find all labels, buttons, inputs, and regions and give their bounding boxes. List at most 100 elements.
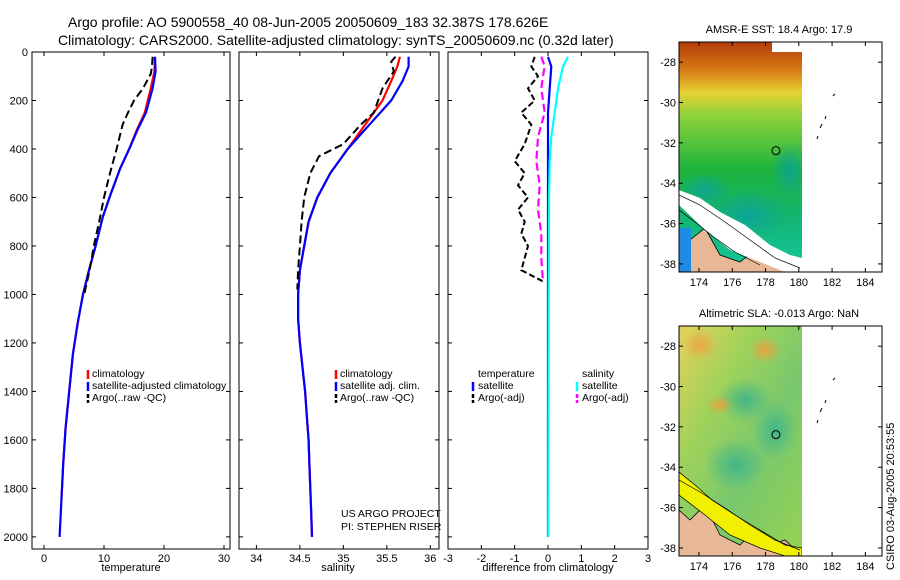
sla-xtick-label: 176 — [723, 561, 741, 573]
difference-series-magenta — [535, 56, 546, 283]
sla-xtick-label: 184 — [856, 561, 874, 573]
difference-xtick-label: -2 — [476, 553, 486, 565]
temperature-ytick-label: 1000 — [4, 289, 28, 301]
sst-ytick-label: -34 — [660, 178, 676, 190]
temperature-ytick-label: 1800 — [4, 483, 28, 495]
sla-map-marker-group — [771, 430, 781, 440]
temperature-xtick-label: 0 — [41, 553, 47, 565]
difference-lines — [513, 56, 569, 537]
difference-xtick-label: 0 — [545, 553, 551, 565]
temperature-legend-label: Argo(..raw -QC) — [92, 392, 166, 404]
sla-field — [679, 326, 802, 556]
difference-legend-right-label: Argo(-adj) — [582, 392, 629, 404]
salinity-legend-label: satellite adj. clim. — [340, 380, 420, 392]
sst-ytick-label: -30 — [660, 98, 676, 110]
salinity-legend-label: climatology — [340, 368, 393, 380]
sst-islands — [816, 93, 836, 140]
sla-map-ticks: 174 176 178 180 182 184 -28 -30 -32 -34 -36 -38 — [660, 326, 882, 573]
timestamp-stamp: CSIRO 03-Aug-2005 20:53:55 — [885, 423, 897, 570]
credit-pi: PI: STEPHEN RISER — [341, 521, 442, 533]
title-line-2: Climatology: CARS2000. Satellite-adjuste… — [58, 32, 614, 48]
salinity-xtick-label: 36 — [424, 553, 436, 565]
difference-xtick-label: -3 — [443, 553, 453, 565]
difference-xtick-label: 3 — [645, 553, 651, 565]
salinity-axes-frame — [238, 51, 440, 550]
salinity-xlabel: salinity — [321, 562, 355, 574]
salinity-series-blue — [297, 56, 410, 537]
salinity-xtick-label: 34 — [250, 553, 262, 565]
temperature-ytick-label: 1600 — [4, 435, 28, 447]
salinity-profile-panel: 34 34.5 35 35.5 36 salinity climatologysatel… — [238, 51, 442, 574]
sla-map-panel: Altimetric SLA: -0.013 Argo: NaN 174 176 1… — [660, 308, 883, 573]
difference-legend-left-label: temperature — [478, 368, 535, 380]
difference-xtick-label: -1 — [510, 553, 520, 565]
difference-ticks: -3 -2 -1 0 1 2 3 — [443, 51, 651, 565]
temperature-xtick-label: 30 — [218, 553, 230, 565]
sst-map-frame — [678, 41, 883, 273]
temperature-legend-label: climatology — [92, 368, 145, 380]
difference-xtick-label: 1 — [578, 553, 584, 565]
temperature-series-blue — [58, 56, 157, 537]
difference-legend: temperaturesatelliteArgo(-adj)salinitysa… — [471, 368, 629, 404]
sla-xtick-label: 182 — [823, 561, 841, 573]
temperature-ytick-label: 1200 — [4, 338, 28, 350]
sst-map-ticks: 174 176 178 180 182 184 -28 -30 -32 -34 -36 -38 — [660, 42, 882, 289]
salinity-ticks: 34 34.5 35 35.5 36 — [239, 51, 439, 565]
difference-legend-right-label: satellite — [582, 380, 618, 392]
sst-xtick-label: 176 — [723, 277, 741, 289]
temperature-ticks: 0 10 20 30 0 200 400 600 800 1000 1200 1400 1600 1800… — [4, 47, 231, 565]
temperature-legend-label: satellite-adjusted climatology — [92, 380, 227, 392]
sla-xtick-label: 178 — [756, 561, 774, 573]
sla-ytick-label: -38 — [660, 543, 676, 555]
credit-project: US ARGO PROJECT — [341, 508, 441, 520]
salinity-legend-label: Argo(..raw -QC) — [340, 392, 414, 404]
difference-profile-panel: -3 -2 -1 0 1 2 3 difference from climatology t… — [443, 51, 651, 574]
sst-argo-location-marker — [771, 146, 781, 156]
temperature-ytick-label: 2000 — [4, 532, 28, 544]
temperature-lines — [58, 56, 157, 537]
sla-ytick-label: -36 — [660, 503, 676, 515]
salinity-series-black — [296, 56, 397, 290]
sla-ytick-label: -30 — [660, 382, 676, 394]
sla-ytick-label: -28 — [660, 341, 676, 353]
sla-xtick-label: 174 — [690, 561, 708, 573]
sst-ytick-label: -32 — [660, 138, 676, 150]
sst-field — [679, 42, 802, 272]
salinity-series-red — [297, 56, 401, 537]
salinity-xtick-label: 35.5 — [376, 553, 397, 565]
sst-xtick-label: 180 — [790, 277, 808, 289]
sla-ytick-label: -34 — [660, 462, 676, 474]
sst-xtick-label: 184 — [856, 277, 874, 289]
sst-ytick-label: -36 — [660, 219, 676, 231]
temperature-ytick-label: 400 — [10, 144, 28, 156]
sla-ytick-label: -32 — [660, 422, 676, 434]
temperature-axes-frame — [31, 51, 231, 550]
temperature-xtick-label: 10 — [98, 553, 110, 565]
temperature-ytick-label: 800 — [10, 241, 28, 253]
difference-xtick-label: 2 — [612, 553, 618, 565]
difference-legend-left-label: Argo(-adj) — [478, 392, 525, 404]
sla-xtick-label: 180 — [790, 561, 808, 573]
temperature-xlabel: temperature — [101, 562, 160, 574]
sst-map-marker-group — [771, 146, 781, 156]
temperature-ytick-label: 600 — [10, 192, 28, 204]
temperature-ytick-label: 0 — [22, 47, 28, 59]
salinity-xtick-label: 34.5 — [289, 553, 310, 565]
temperature-xtick-label: 20 — [158, 553, 170, 565]
sst-xtick-label: 174 — [690, 277, 708, 289]
sst-xtick-label: 182 — [823, 277, 841, 289]
difference-xlabel: difference from climatology — [482, 562, 614, 574]
difference-series-cyan — [547, 56, 569, 537]
sst-map-title: AMSR-E SST: 18.4 Argo: 17.9 — [706, 24, 853, 36]
sla-islands — [816, 377, 836, 424]
sla-argo-location-marker — [771, 430, 781, 440]
temperature-ytick-label: 200 — [10, 95, 28, 107]
temperature-series-black — [83, 56, 154, 295]
difference-legend-left-label: satellite — [478, 380, 514, 392]
difference-legend-right-label: salinity — [582, 368, 615, 380]
sst-ytick-label: -38 — [660, 259, 676, 271]
sst-xtick-label: 178 — [756, 277, 774, 289]
